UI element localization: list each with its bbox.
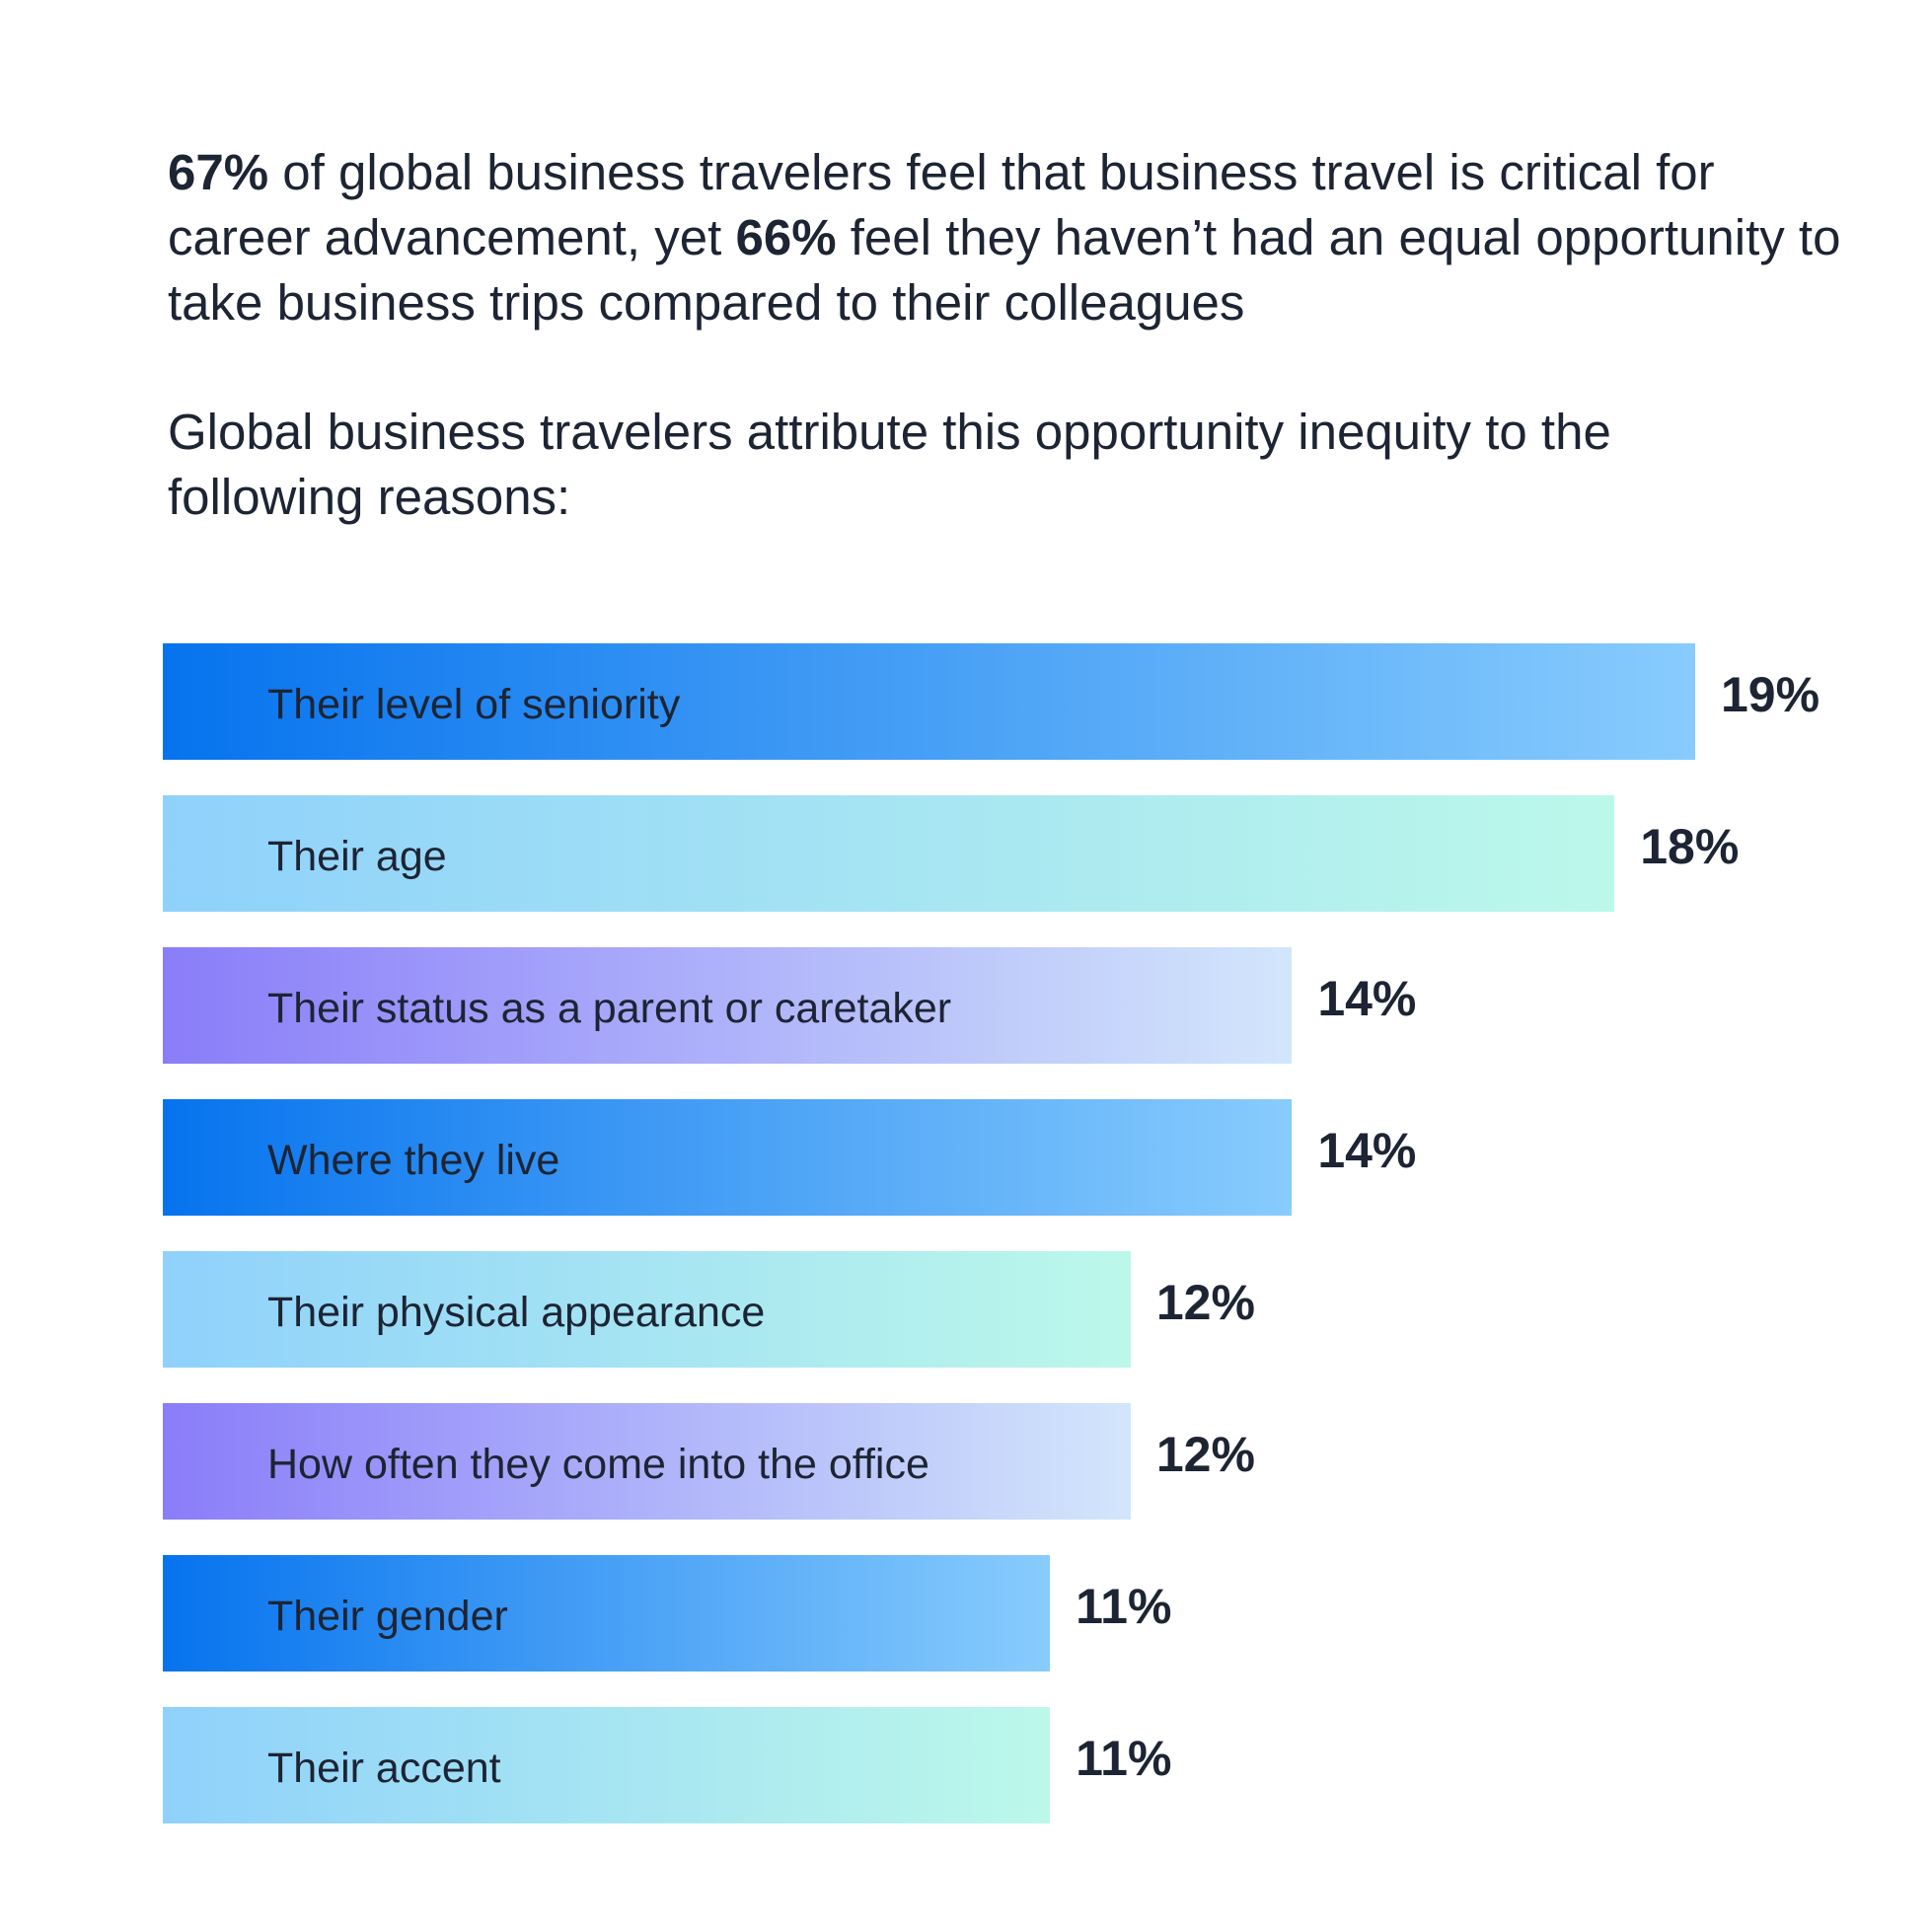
- bar-value-label: 12%: [1155, 1275, 1255, 1330]
- bar: Their status as a parent or caretaker: [163, 947, 1293, 1064]
- bar-label: Their physical appearance: [267, 1289, 766, 1336]
- bar-label: Their accent: [267, 1745, 501, 1792]
- headline: 67% of global business travelers feel th…: [168, 140, 1845, 335]
- bar: How often they come into the office: [163, 1403, 1131, 1520]
- bar-label: How often they come into the office: [267, 1441, 929, 1488]
- bar-label: Their status as a parent or caretaker: [267, 985, 952, 1032]
- bar-value-label: 12%: [1155, 1427, 1255, 1482]
- bar-value-label: 19%: [1721, 667, 1821, 722]
- bar-value-label: 14%: [1317, 971, 1417, 1026]
- bar-value-label: 18%: [1640, 819, 1740, 874]
- bar: Their physical appearance: [163, 1251, 1131, 1368]
- subhead: Global business travelers attribute this…: [168, 404, 1611, 525]
- headline-text-part-1: of global business travelers feel that b…: [168, 144, 1715, 265]
- bar: Their age: [163, 795, 1615, 912]
- bar-value-label: 14%: [1317, 1123, 1417, 1178]
- bar: Their gender: [163, 1555, 1051, 1672]
- bar: Where they live: [163, 1099, 1293, 1216]
- bar-label: Their age: [267, 833, 447, 880]
- bar-label: Where they live: [267, 1137, 560, 1184]
- bar-value-label: 11%: [1076, 1731, 1172, 1786]
- bar: Their level of seniority: [163, 643, 1695, 760]
- headline-text-part-2: feel they haven’t had an equal opportuni…: [168, 209, 1841, 331]
- bar-label: Their gender: [267, 1593, 508, 1640]
- bar-value-label: 11%: [1076, 1579, 1172, 1634]
- headline-stat-critical: 67%: [168, 144, 269, 200]
- bar: Their accent: [163, 1707, 1051, 1823]
- bar-label: Their level of seniority: [267, 681, 681, 728]
- headline-stat-unequal: 66%: [735, 209, 837, 265]
